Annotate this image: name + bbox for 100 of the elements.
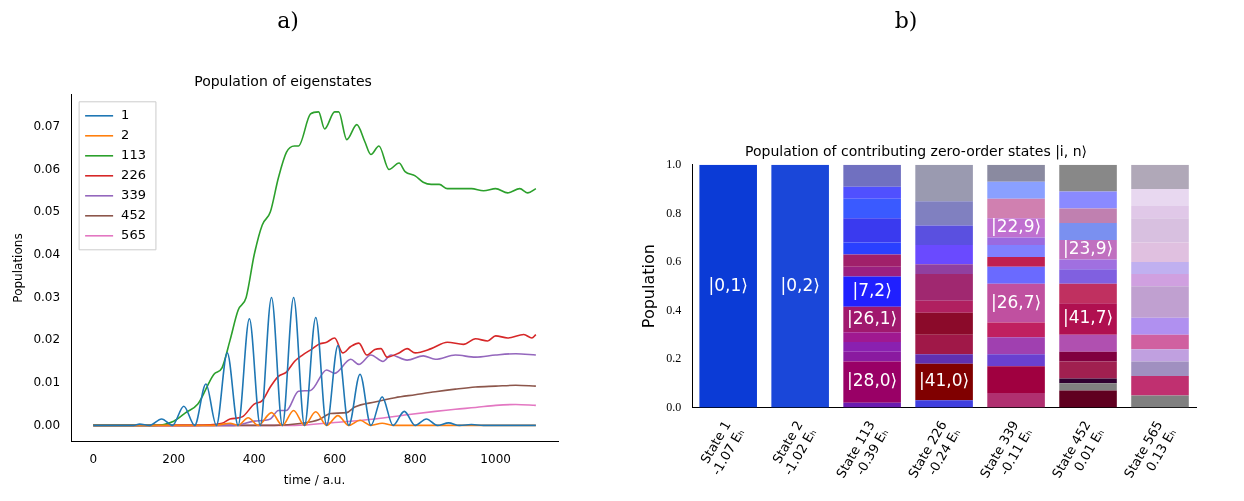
bar (843, 332, 901, 342)
series-label: |23,9⟩ (1062, 238, 1114, 259)
y-axis-title: Populations (11, 233, 26, 303)
line-series (92, 296, 537, 427)
bar (915, 274, 973, 301)
bar (1059, 283, 1117, 304)
bar (1131, 189, 1189, 207)
bar (987, 198, 1045, 219)
legend-label: 226 (121, 167, 146, 183)
y-tick-label: 0.0 (666, 399, 682, 414)
bar (1131, 274, 1189, 287)
bar (843, 341, 901, 352)
series-label: |41,7⟩ (1062, 307, 1114, 328)
bar (1059, 208, 1117, 224)
text: a) (276, 8, 300, 35)
bar (987, 322, 1045, 338)
bar (987, 392, 1045, 408)
bar (987, 181, 1045, 199)
x-tick-label: 200 (162, 451, 186, 466)
bar (915, 400, 973, 408)
y-tick-label: 0.03 (33, 289, 61, 304)
bar (1131, 164, 1189, 190)
bar (1059, 351, 1117, 362)
x-tick-label: 1000 (480, 451, 511, 466)
bar (915, 312, 973, 335)
bar (987, 366, 1045, 393)
legend-label: 565 (121, 227, 146, 243)
bar (1131, 261, 1189, 275)
bar (843, 198, 901, 219)
bar (699, 164, 757, 408)
x-axis-title: time / a.u. (283, 472, 346, 487)
legend-label: 339 (121, 187, 146, 203)
bar (1059, 361, 1117, 379)
series-label: |0,1⟩ (708, 274, 748, 295)
y-tick-label: 0.6 (666, 254, 682, 269)
bar (843, 254, 901, 267)
y-tick-label: 0.06 (33, 161, 61, 176)
y-tick-label: 0.01 (33, 374, 61, 389)
x-tick-label: 400 (242, 451, 266, 466)
x-tick-label: 800 (403, 451, 427, 466)
bar (915, 264, 973, 275)
bar (771, 164, 829, 408)
y-tick-label: 0.2 (666, 351, 682, 366)
bar (1131, 317, 1189, 335)
series-label: |22,9⟩ (990, 216, 1042, 237)
bar (843, 242, 901, 255)
bar (915, 164, 973, 202)
bar (915, 334, 973, 355)
bar (987, 257, 1045, 267)
legend-label: 113 (121, 147, 146, 163)
x-tick-label: 600 (323, 451, 347, 466)
y-tick-label: 0.04 (33, 246, 61, 261)
series-label: |0,2⟩ (780, 274, 820, 295)
bar (915, 354, 973, 364)
bar (915, 225, 973, 245)
bar (1059, 378, 1117, 384)
chart-title: Population of eigenstates (194, 73, 372, 90)
y-tick-label: 0.05 (33, 204, 61, 219)
bar (1059, 269, 1117, 284)
bar (1059, 223, 1117, 241)
bar (987, 337, 1045, 355)
y-tick-label: 0.4 (666, 302, 682, 317)
series-label: |7,2⟩ (852, 280, 892, 301)
x-tick-label: 0 (89, 451, 98, 466)
bar (843, 351, 901, 362)
bar (1059, 191, 1117, 209)
y-tick-label: 0.8 (666, 205, 682, 220)
bar (1059, 390, 1117, 408)
bar (915, 244, 973, 265)
series-label: |26,1⟩ (847, 307, 898, 328)
bar (1131, 349, 1189, 362)
y-tick-label: 1.0 (666, 156, 682, 171)
bar (1131, 286, 1189, 318)
text: b) (893, 8, 919, 35)
legend-label: 2 (121, 127, 130, 143)
y-tick-label: 0.02 (33, 332, 61, 347)
series-label: |26,7⟩ (990, 291, 1042, 312)
bar (987, 237, 1045, 245)
bar (1059, 334, 1117, 352)
bar (1131, 375, 1189, 396)
bar (843, 276, 901, 307)
bar (915, 201, 973, 226)
legend-label: 1 (121, 107, 130, 123)
bar (987, 266, 1045, 284)
y-axis-title: Population (638, 244, 658, 329)
bar (843, 266, 901, 277)
bar (843, 164, 901, 187)
bar (915, 300, 973, 313)
bar (987, 164, 1045, 182)
legend-label: 452 (121, 207, 146, 223)
series-label: |28,0⟩ (847, 370, 898, 391)
bar (1059, 259, 1117, 270)
bar (1059, 164, 1117, 192)
bar (1131, 334, 1189, 350)
bar (843, 218, 901, 243)
chart-title: Population of contributing zero-order states |i, n⟩ (745, 143, 1087, 161)
bar (987, 244, 1045, 258)
y-tick-label: 0.00 (33, 417, 61, 432)
bar (843, 186, 901, 199)
bar (987, 354, 1045, 367)
